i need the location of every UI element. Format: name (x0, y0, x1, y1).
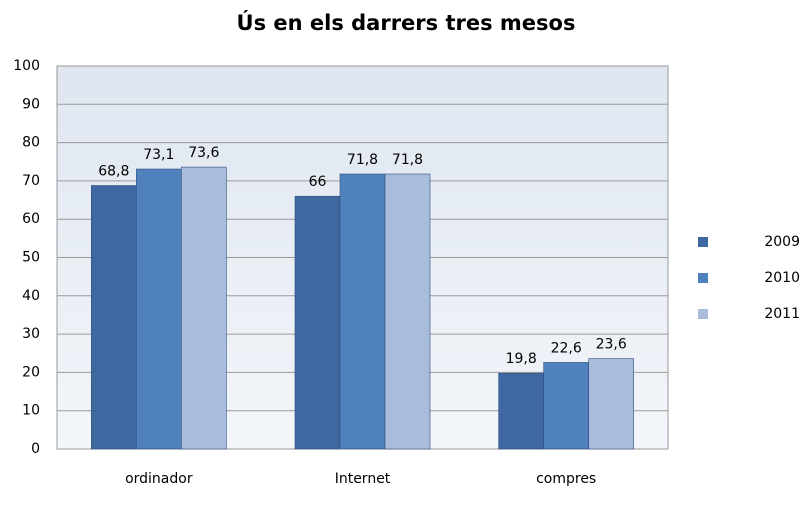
bar (588, 358, 634, 450)
y-tick-label: 70 (22, 173, 40, 189)
value-label: 73,6 (188, 145, 219, 161)
y-tick-label: 0 (31, 441, 40, 457)
value-label: 73,1 (143, 147, 174, 163)
bar (181, 166, 227, 450)
bar (339, 173, 386, 450)
bar (498, 372, 544, 450)
value-label: 68,8 (98, 163, 129, 179)
legend-swatch (698, 237, 708, 247)
y-tick-label: 50 (22, 250, 40, 266)
y-tick-label: 100 (13, 58, 40, 74)
value-label: 71,8 (347, 152, 378, 168)
bar (91, 185, 137, 450)
y-tick-label: 30 (22, 326, 40, 342)
x-tick-label: ordinador (125, 471, 193, 487)
legend-swatch (698, 309, 708, 319)
bar (136, 168, 182, 450)
y-tick-label: 20 (22, 364, 40, 380)
legend-swatch (698, 273, 708, 283)
x-tick-label: Internet (335, 471, 391, 487)
value-label: 66 (309, 174, 327, 190)
chart-title: Ús en els darrers tres mesos (237, 10, 576, 35)
bar (384, 173, 431, 450)
value-label: 19,8 (506, 351, 537, 367)
value-label: 22,6 (551, 340, 582, 356)
value-label: 71,8 (392, 152, 423, 168)
value-label: 23,6 (596, 337, 627, 353)
y-tick-label: 40 (22, 288, 40, 304)
y-tick-label: 80 (22, 135, 40, 151)
x-tick-label: compres (536, 471, 596, 487)
bar (543, 362, 589, 450)
legend-label: 2009 (764, 234, 800, 250)
bar (294, 195, 341, 450)
y-tick-label: 10 (22, 403, 40, 419)
legend-label: 2010 (764, 270, 800, 286)
y-tick-label: 90 (22, 96, 40, 112)
y-tick-label: 60 (22, 211, 40, 227)
legend-label: 2011 (764, 306, 800, 322)
